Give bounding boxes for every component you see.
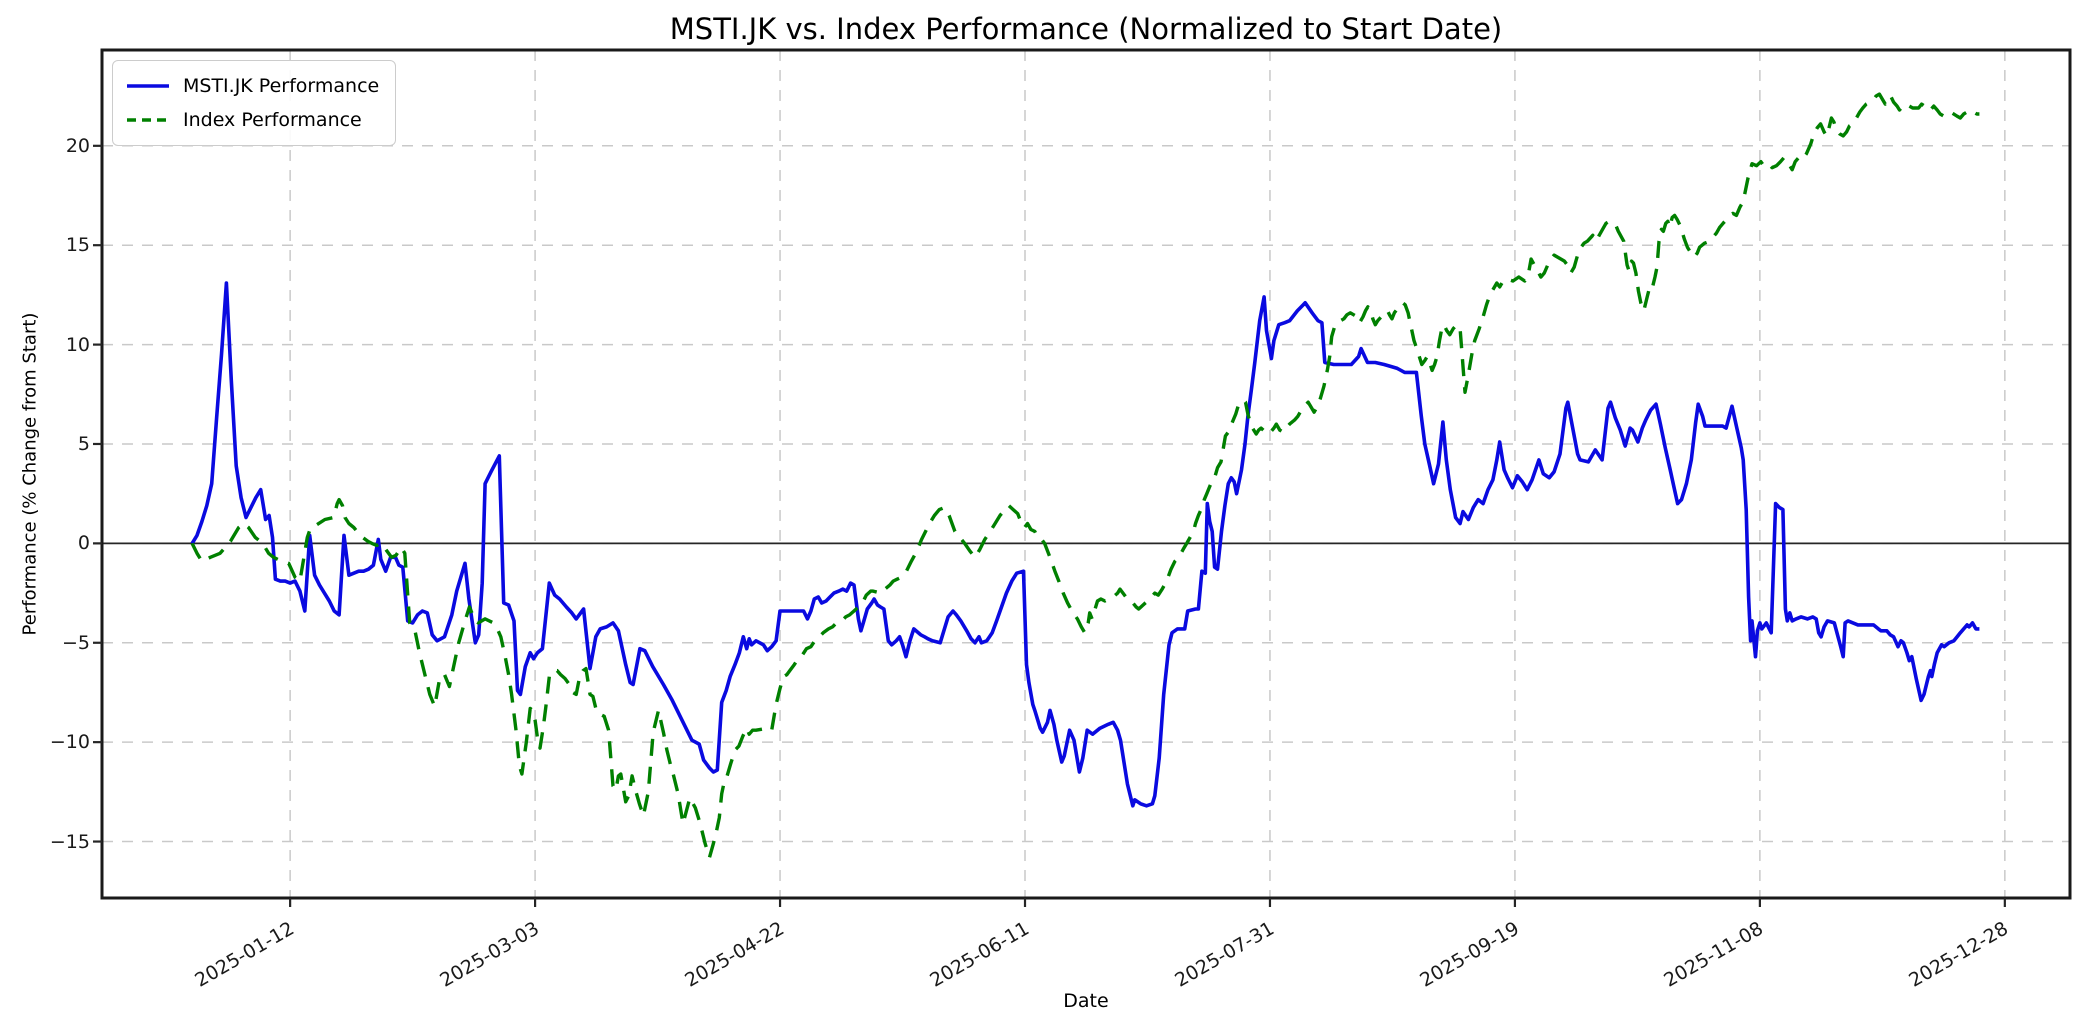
axes-spines bbox=[100, 48, 2072, 900]
legend-item-index: Index Performance bbox=[125, 103, 379, 137]
legend-line-sample-solid-icon bbox=[127, 84, 169, 88]
y-tick-label: −5 bbox=[61, 631, 90, 654]
y-tick-label: 10 bbox=[65, 333, 90, 356]
legend-label-index: Index Performance bbox=[183, 109, 362, 131]
y-tick-label: 0 bbox=[77, 532, 90, 555]
y-tick-label: 5 bbox=[77, 432, 90, 455]
chart-title: MSTI.JK vs. Index Performance (Normalize… bbox=[669, 12, 1503, 46]
y-tick-label: −15 bbox=[49, 830, 90, 853]
legend-line-sample-dashed-icon bbox=[127, 118, 169, 122]
msti-series-line bbox=[190, 281, 1980, 808]
index-series-line bbox=[190, 92, 1980, 860]
y-tick-label: 15 bbox=[65, 234, 90, 257]
y-tick-label: 20 bbox=[65, 134, 90, 157]
x-axis-label: Date bbox=[1063, 990, 1109, 1012]
y-axis-label: Performance (% Change from Start) bbox=[19, 312, 41, 636]
legend-label-msti: MSTI.JK Performance bbox=[183, 75, 380, 97]
y-tick-label: −10 bbox=[49, 731, 90, 754]
legend: MSTI.JK Performance Index Performance bbox=[112, 60, 397, 146]
legend-item-msti: MSTI.JK Performance bbox=[125, 69, 379, 103]
